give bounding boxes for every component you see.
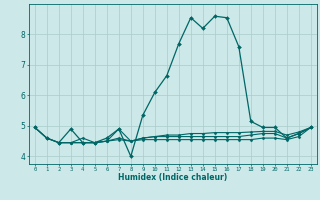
X-axis label: Humidex (Indice chaleur): Humidex (Indice chaleur): [118, 173, 228, 182]
